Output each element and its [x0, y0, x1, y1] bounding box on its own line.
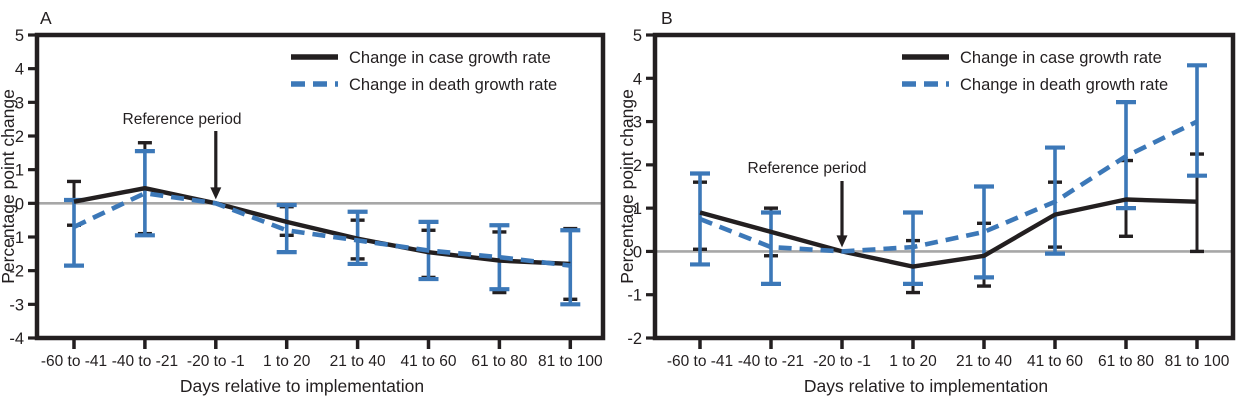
plot-border [34, 32, 606, 341]
x-tick-label: 41 to 60 [1027, 353, 1083, 370]
y-tick-label: 3 [633, 114, 642, 132]
panel-a-chart: A5 4 3 2 1 0 -1 -2 -3 -4 -60 to -41 -40 to -21 -20 t… [0, 8, 606, 396]
case-growth-line [699, 197, 1198, 269]
x-axis-title: Days relative to implementation [180, 376, 424, 396]
y-tick-label: 1 [15, 162, 24, 180]
x-tick-label: 81 to 100 [538, 353, 603, 370]
y-tick-label: 2 [633, 157, 642, 175]
y-tick-label: -1 [627, 287, 642, 305]
panel-label: B [661, 8, 673, 28]
panel-label: A [40, 8, 52, 28]
panel-a: A 5 4 3 2 1 0 -1 -2 -3 -4 -60 to -41 -40 to -21 -20 t… [0, 8, 606, 396]
x-axis: -60 to -41 -40 to -21 -20 to -1 1 to 20 21 t… [667, 340, 1230, 370]
x-axis: -60 to -41 -40 to -21 -20 to -1 1 to 20 21 t… [41, 340, 603, 370]
y-tick-label: 4 [15, 61, 24, 79]
y-axis: 5 4 3 2 1 0 -1 -2 -3 -4 [9, 27, 37, 348]
legend: Change in case growth rate Change in deat… [902, 49, 1168, 94]
x-tick-label: 21 to 40 [956, 353, 1012, 370]
annotation-arrow-head [836, 235, 848, 248]
y-axis-title: Percentage point change [619, 89, 637, 284]
x-tick-label: -20 to -1 [813, 353, 871, 370]
y-axis-title: Percentage point change [0, 89, 18, 284]
x-tick-label: 21 to 40 [330, 353, 386, 370]
y-tick-label: -1 [9, 229, 24, 247]
panel-b-chart: B 5 4 3 2 1 0 -1 -2 -60 to -41 -40 to -21 -20 to -1… [619, 8, 1236, 396]
reference-period-annotation: Reference period [123, 111, 242, 200]
legend-label: Change in death growth rate [349, 76, 557, 94]
reference-period-annotation: Reference period [748, 160, 867, 248]
x-tick-label: 1 to 20 [263, 353, 311, 370]
death-growth-line [699, 119, 1199, 254]
annotation-arrow-head [210, 187, 222, 200]
x-tick-label: -40 to -21 [738, 353, 804, 370]
y-tick-label: 4 [633, 70, 642, 88]
case-growth-line [73, 186, 571, 267]
x-axis-title: Days relative to implementation [804, 376, 1048, 396]
y-tick-label: 0 [633, 243, 642, 261]
x-tick-label: 81 to 100 [1165, 353, 1230, 370]
y-tick-label: 3 [15, 94, 24, 112]
x-tick-label: 1 to 20 [889, 353, 937, 370]
reference-period-label: Reference period [123, 111, 242, 128]
y-tick-label: 2 [15, 128, 24, 146]
legend-label: Change in death growth rate [960, 76, 1168, 94]
death-growth-line [73, 190, 571, 268]
legend-label: Change in case growth rate [349, 49, 551, 67]
y-axis: 5 4 3 2 1 0 -1 -2 [627, 27, 655, 348]
legend-label: Change in case growth rate [960, 49, 1162, 67]
y-tick-label: -2 [627, 330, 642, 348]
x-tick-label: -40 to -21 [112, 353, 178, 370]
legend: Change in case growth rate Change in deat… [291, 49, 557, 94]
y-tick-label: 0 [15, 195, 24, 213]
x-tick-label: -60 to -41 [667, 353, 733, 370]
x-tick-label: 61 to 80 [471, 353, 527, 370]
x-tick-label: -20 to -1 [187, 353, 245, 370]
x-tick-label: 41 to 60 [400, 353, 456, 370]
y-tick-label: 5 [15, 27, 24, 45]
plot-border [652, 32, 1236, 341]
death-error-bars [64, 149, 581, 307]
x-tick-label: -60 to -41 [41, 353, 107, 370]
y-tick-label: -4 [9, 330, 24, 348]
y-tick-label: 5 [633, 27, 642, 45]
y-tick-label: 1 [633, 200, 642, 218]
panel-b: B 5 4 3 2 1 0 -1 -2 -60 to -41 -40 to -21 -20 to -1… [619, 0, 1238, 403]
y-tick-label: -2 [9, 263, 24, 281]
reference-period-label: Reference period [748, 160, 867, 177]
y-tick-label: -3 [9, 296, 24, 314]
x-tick-label: 61 to 80 [1098, 353, 1154, 370]
